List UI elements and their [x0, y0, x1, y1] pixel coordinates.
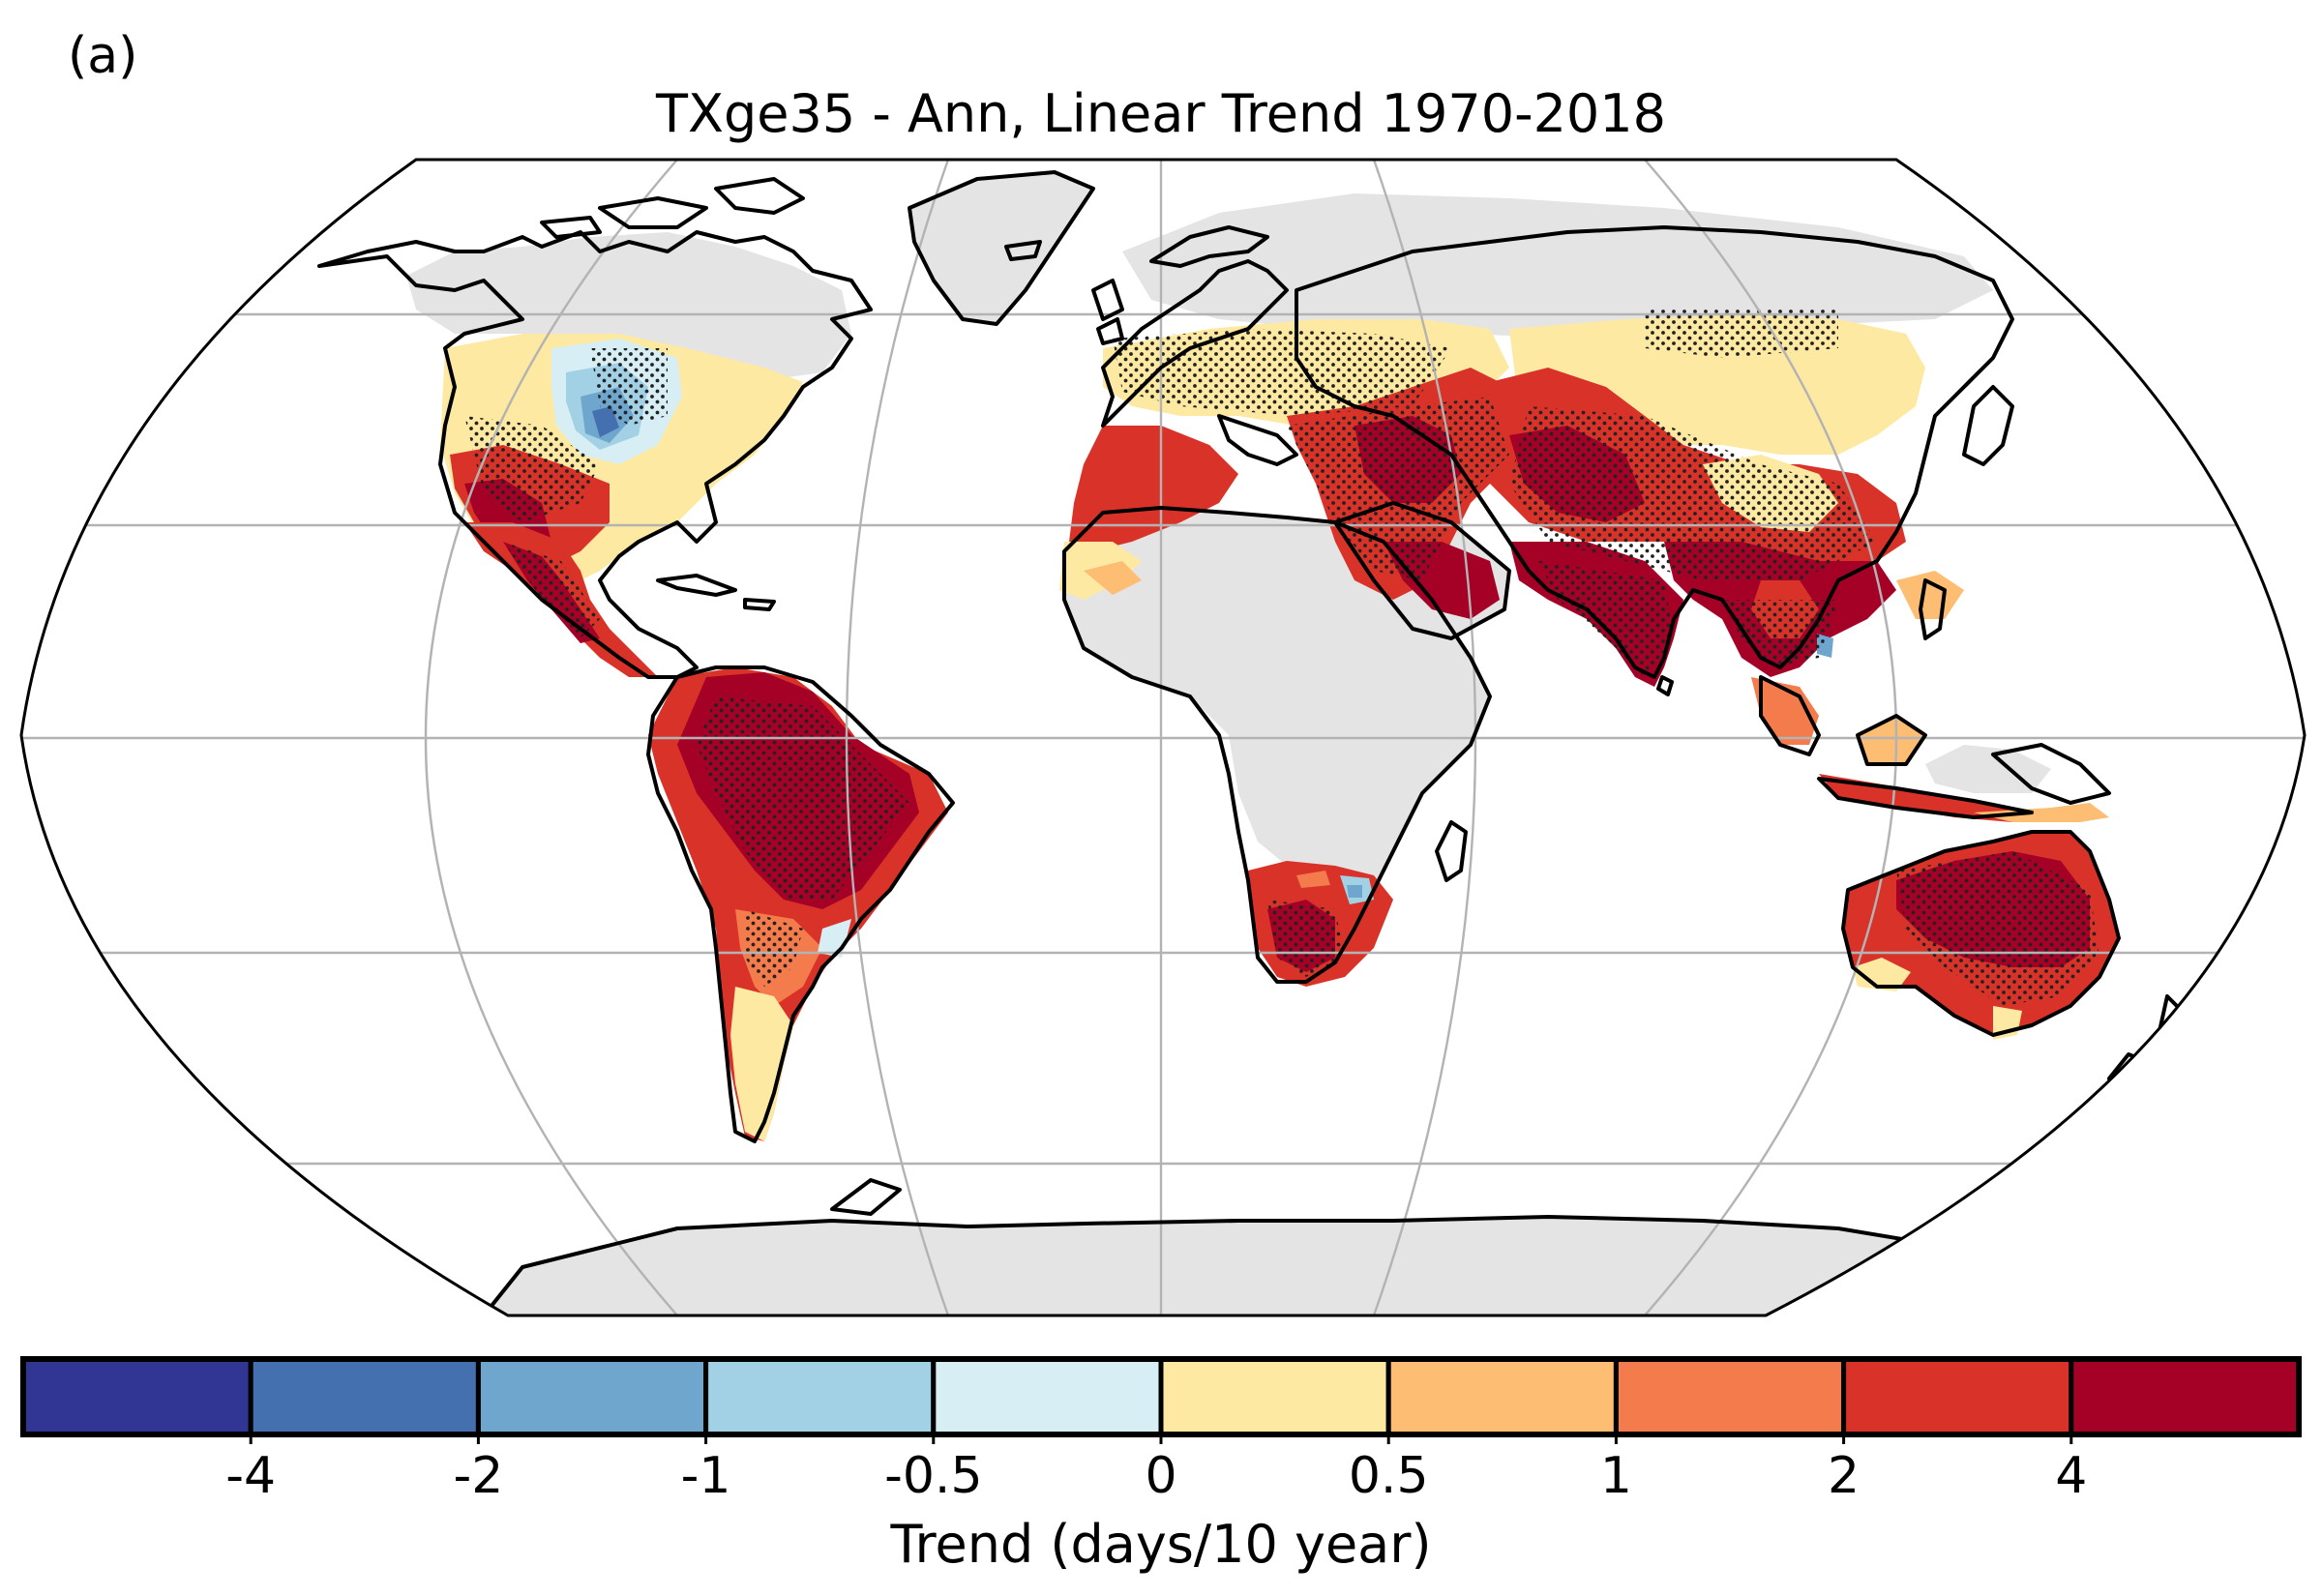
colorbar-tick-label: -0.5 — [884, 1447, 983, 1505]
map-title: TXge35 - Ann, Linear Trend 1970-2018 — [655, 83, 1666, 144]
colorbar-bin — [931, 1356, 1164, 1437]
panel-label: (a) — [68, 27, 138, 85]
colorbar-tick-label: 4 — [2055, 1447, 2088, 1505]
colorbar-bin — [1613, 1356, 1847, 1437]
colorbar-bin — [475, 1356, 709, 1437]
colorbar-tick-label: 2 — [1828, 1447, 1861, 1505]
colorbar-tick-label: 0.5 — [1348, 1447, 1429, 1505]
colorbar-bin — [1385, 1356, 1619, 1437]
colorbar-bin — [1841, 1356, 2074, 1437]
colorbar-tick-label: -2 — [453, 1447, 504, 1505]
colorbar-bin — [2069, 1356, 2302, 1437]
colorbar-tick-label: 1 — [1599, 1447, 1632, 1505]
colorbar-bin — [20, 1356, 253, 1437]
colorbar-tick-labels: -4 -2 -1 -0.5 0 0.5 1 2 4 — [0, 1447, 2322, 1505]
colorbar-bin — [1158, 1356, 1391, 1437]
colorbar-tick-label: -4 — [225, 1447, 277, 1505]
colorbar-tick-label: -1 — [680, 1447, 731, 1505]
colorbar — [20, 1356, 2302, 1444]
colorbar-bin — [248, 1356, 481, 1437]
colorbar-bin — [703, 1356, 937, 1437]
colorbar-label: Trend (days/10 year) — [890, 1514, 1432, 1575]
significance-stippling — [464, 310, 2099, 1006]
colorbar-tick-label: 0 — [1145, 1447, 1177, 1505]
coastlines — [317, 170, 2188, 1315]
globe-outline — [19, 158, 2307, 1317]
